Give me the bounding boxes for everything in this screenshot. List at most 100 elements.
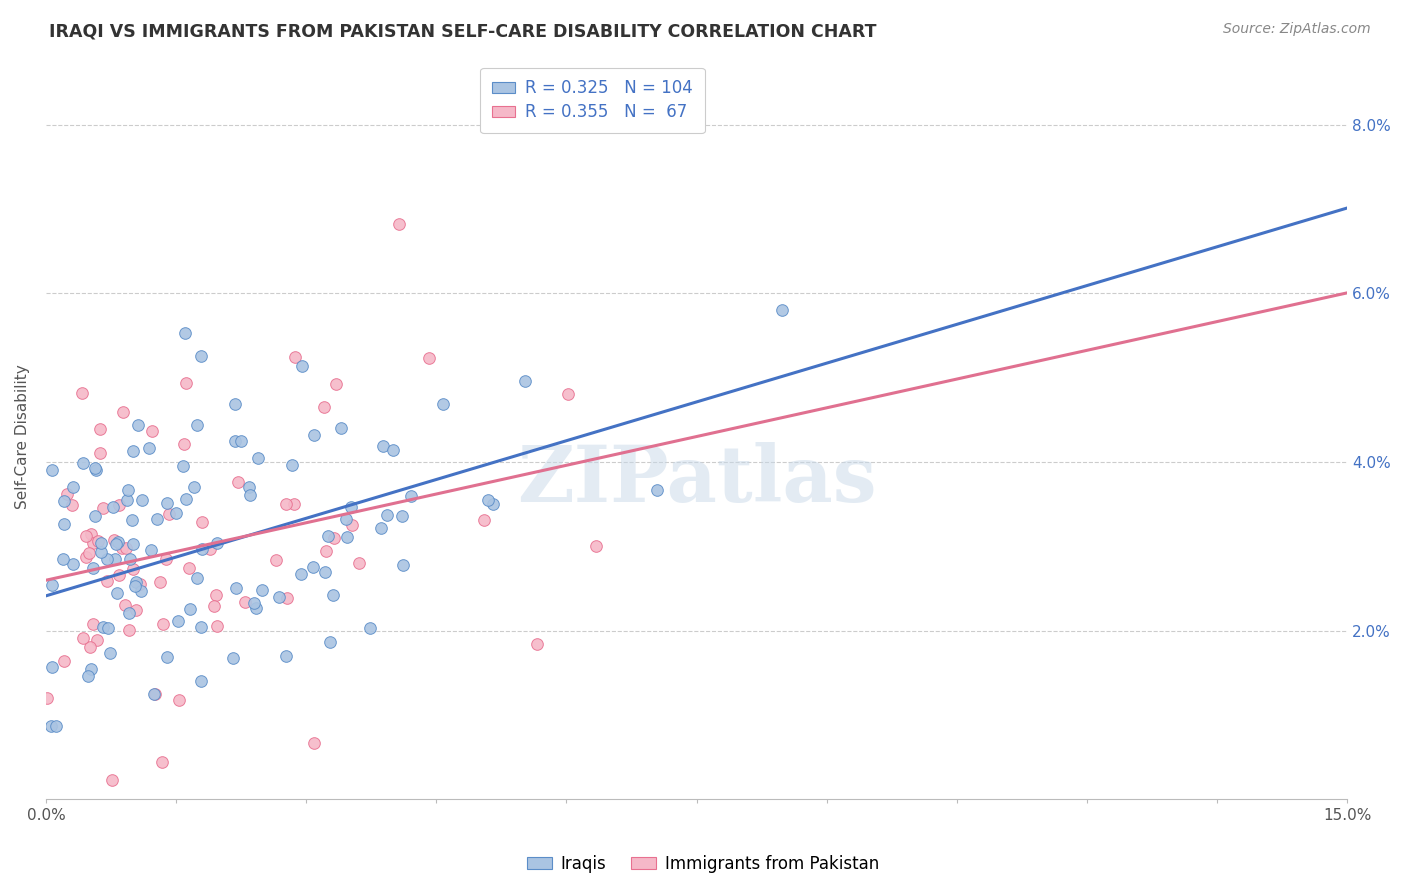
- Point: [179, 602, 201, 616]
- Point: [174, 376, 197, 390]
- Y-axis label: Self-Care Disability: Self-Care Disability: [15, 364, 30, 509]
- Point: [191, 542, 214, 557]
- Point: [104, 537, 127, 551]
- Point: [202, 599, 225, 614]
- Point: [56, 487, 79, 501]
- Point: [82, 617, 104, 632]
- Text: Source: ZipAtlas.com: Source: ZipAtlas.com: [1223, 22, 1371, 37]
- Point: [80, 527, 103, 541]
- Point: [179, 560, 201, 574]
- Point: [322, 531, 344, 545]
- Point: [35, 691, 58, 706]
- Point: [329, 421, 352, 435]
- Point: [152, 755, 174, 769]
- Point: [167, 614, 190, 628]
- Point: [107, 498, 129, 512]
- Point: [250, 583, 273, 598]
- Point: [314, 565, 336, 579]
- Point: [90, 536, 112, 550]
- Point: [148, 805, 170, 820]
- Point: [156, 650, 179, 665]
- Point: [388, 217, 411, 231]
- Point: [131, 584, 153, 599]
- Point: [267, 591, 290, 605]
- Point: [238, 480, 260, 494]
- Point: [325, 376, 347, 391]
- Point: [91, 501, 114, 516]
- Point: [62, 480, 84, 494]
- Point: [284, 350, 307, 364]
- Point: [585, 539, 607, 553]
- Point: [122, 562, 145, 576]
- Point: [335, 511, 357, 525]
- Point: [82, 536, 104, 550]
- Point: [84, 463, 107, 477]
- Point: [770, 302, 793, 317]
- Point: [513, 374, 536, 388]
- Point: [167, 693, 190, 707]
- Point: [401, 489, 423, 503]
- Point: [172, 459, 194, 474]
- Point: [247, 450, 270, 465]
- Point: [222, 650, 245, 665]
- Point: [80, 662, 103, 676]
- Point: [89, 446, 111, 460]
- Point: [141, 543, 163, 558]
- Point: [391, 508, 413, 523]
- Point: [165, 506, 187, 520]
- Point: [173, 326, 195, 341]
- Point: [72, 386, 94, 401]
- Point: [93, 620, 115, 634]
- Point: [370, 521, 392, 535]
- Point: [41, 659, 63, 673]
- Point: [149, 574, 172, 589]
- Point: [340, 500, 363, 515]
- Point: [239, 488, 262, 502]
- Point: [39, 829, 62, 843]
- Point: [96, 574, 118, 588]
- Point: [107, 534, 129, 549]
- Point: [41, 578, 63, 592]
- Point: [53, 517, 76, 532]
- Point: [557, 387, 579, 401]
- Point: [79, 640, 101, 654]
- Point: [322, 588, 344, 602]
- Point: [125, 603, 148, 617]
- Point: [141, 424, 163, 438]
- Point: [129, 577, 152, 591]
- Point: [121, 513, 143, 527]
- Point: [183, 480, 205, 494]
- Point: [156, 496, 179, 510]
- Point: [347, 556, 370, 570]
- Point: [127, 417, 149, 432]
- Point: [111, 541, 134, 556]
- Point: [72, 631, 94, 645]
- Point: [75, 529, 97, 543]
- Point: [86, 632, 108, 647]
- Point: [190, 674, 212, 689]
- Point: [146, 512, 169, 526]
- Point: [359, 621, 381, 635]
- Point: [264, 553, 287, 567]
- Point: [526, 636, 548, 650]
- Point: [46, 857, 69, 871]
- Point: [186, 418, 208, 433]
- Point: [477, 493, 499, 508]
- Point: [118, 623, 141, 637]
- Point: [200, 542, 222, 557]
- Point: [101, 772, 124, 787]
- Point: [89, 422, 111, 436]
- Point: [472, 513, 495, 527]
- Point: [432, 397, 454, 411]
- Point: [115, 541, 138, 555]
- Point: [316, 529, 339, 543]
- Point: [45, 718, 67, 732]
- Point: [105, 586, 128, 600]
- Point: [98, 646, 121, 660]
- Point: [41, 463, 63, 477]
- Point: [274, 497, 297, 511]
- Point: [103, 533, 125, 547]
- Point: [302, 427, 325, 442]
- Point: [231, 434, 253, 449]
- Point: [235, 595, 257, 609]
